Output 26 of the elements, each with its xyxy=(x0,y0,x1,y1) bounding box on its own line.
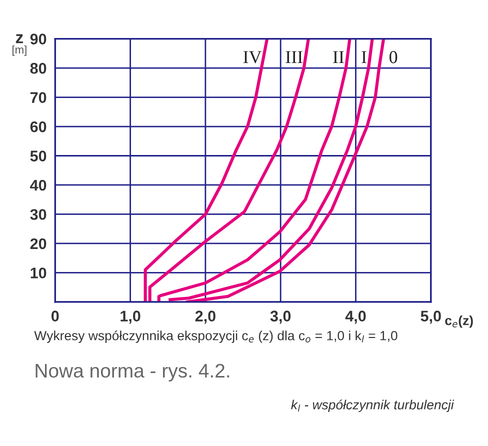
y-tick-label: 50 xyxy=(30,150,46,162)
x-tick-label: 5,0 xyxy=(420,310,441,324)
x-tick-label: 3,0 xyxy=(270,310,291,324)
y-axis-title: z [m] xyxy=(12,34,26,56)
y-tick-label: 80 xyxy=(30,62,46,74)
text: k$_{l}$ - współczynnik turbulencji xyxy=(291,400,454,412)
x-tick-label: 1,0 xyxy=(120,310,140,324)
series-label: 0 xyxy=(390,51,398,64)
line-series xyxy=(157,38,352,302)
series-label: III xyxy=(286,51,303,64)
y-tick-label: 10 xyxy=(30,268,46,278)
y-tick-label: 30 xyxy=(30,209,46,220)
text: Wykresy współczynnika ekspozycji c$_{e}$ (z) dla c$_{o}$ = 1,0 i k$_{l}$ = 1,0 xyxy=(34,330,398,343)
y-tick-label: 70 xyxy=(30,92,46,103)
y-tick-label: 20 xyxy=(30,238,46,250)
x-axis-title: c$_{e}$(z) xyxy=(445,315,473,328)
x-tick-label: 2,0 xyxy=(195,310,216,324)
x-tick-label: 4,0 xyxy=(345,310,366,324)
y-tick-label: 60 xyxy=(30,121,46,132)
text: Nowa norma - rys. 4.2. xyxy=(36,364,230,382)
x-tick-label: 0 xyxy=(52,310,59,322)
y-tick-label: 90 xyxy=(30,34,46,44)
series-label: II xyxy=(333,51,344,64)
series-label: I xyxy=(362,51,366,64)
y-tick-label: 40 xyxy=(30,180,46,191)
series-label: IV xyxy=(243,51,262,64)
